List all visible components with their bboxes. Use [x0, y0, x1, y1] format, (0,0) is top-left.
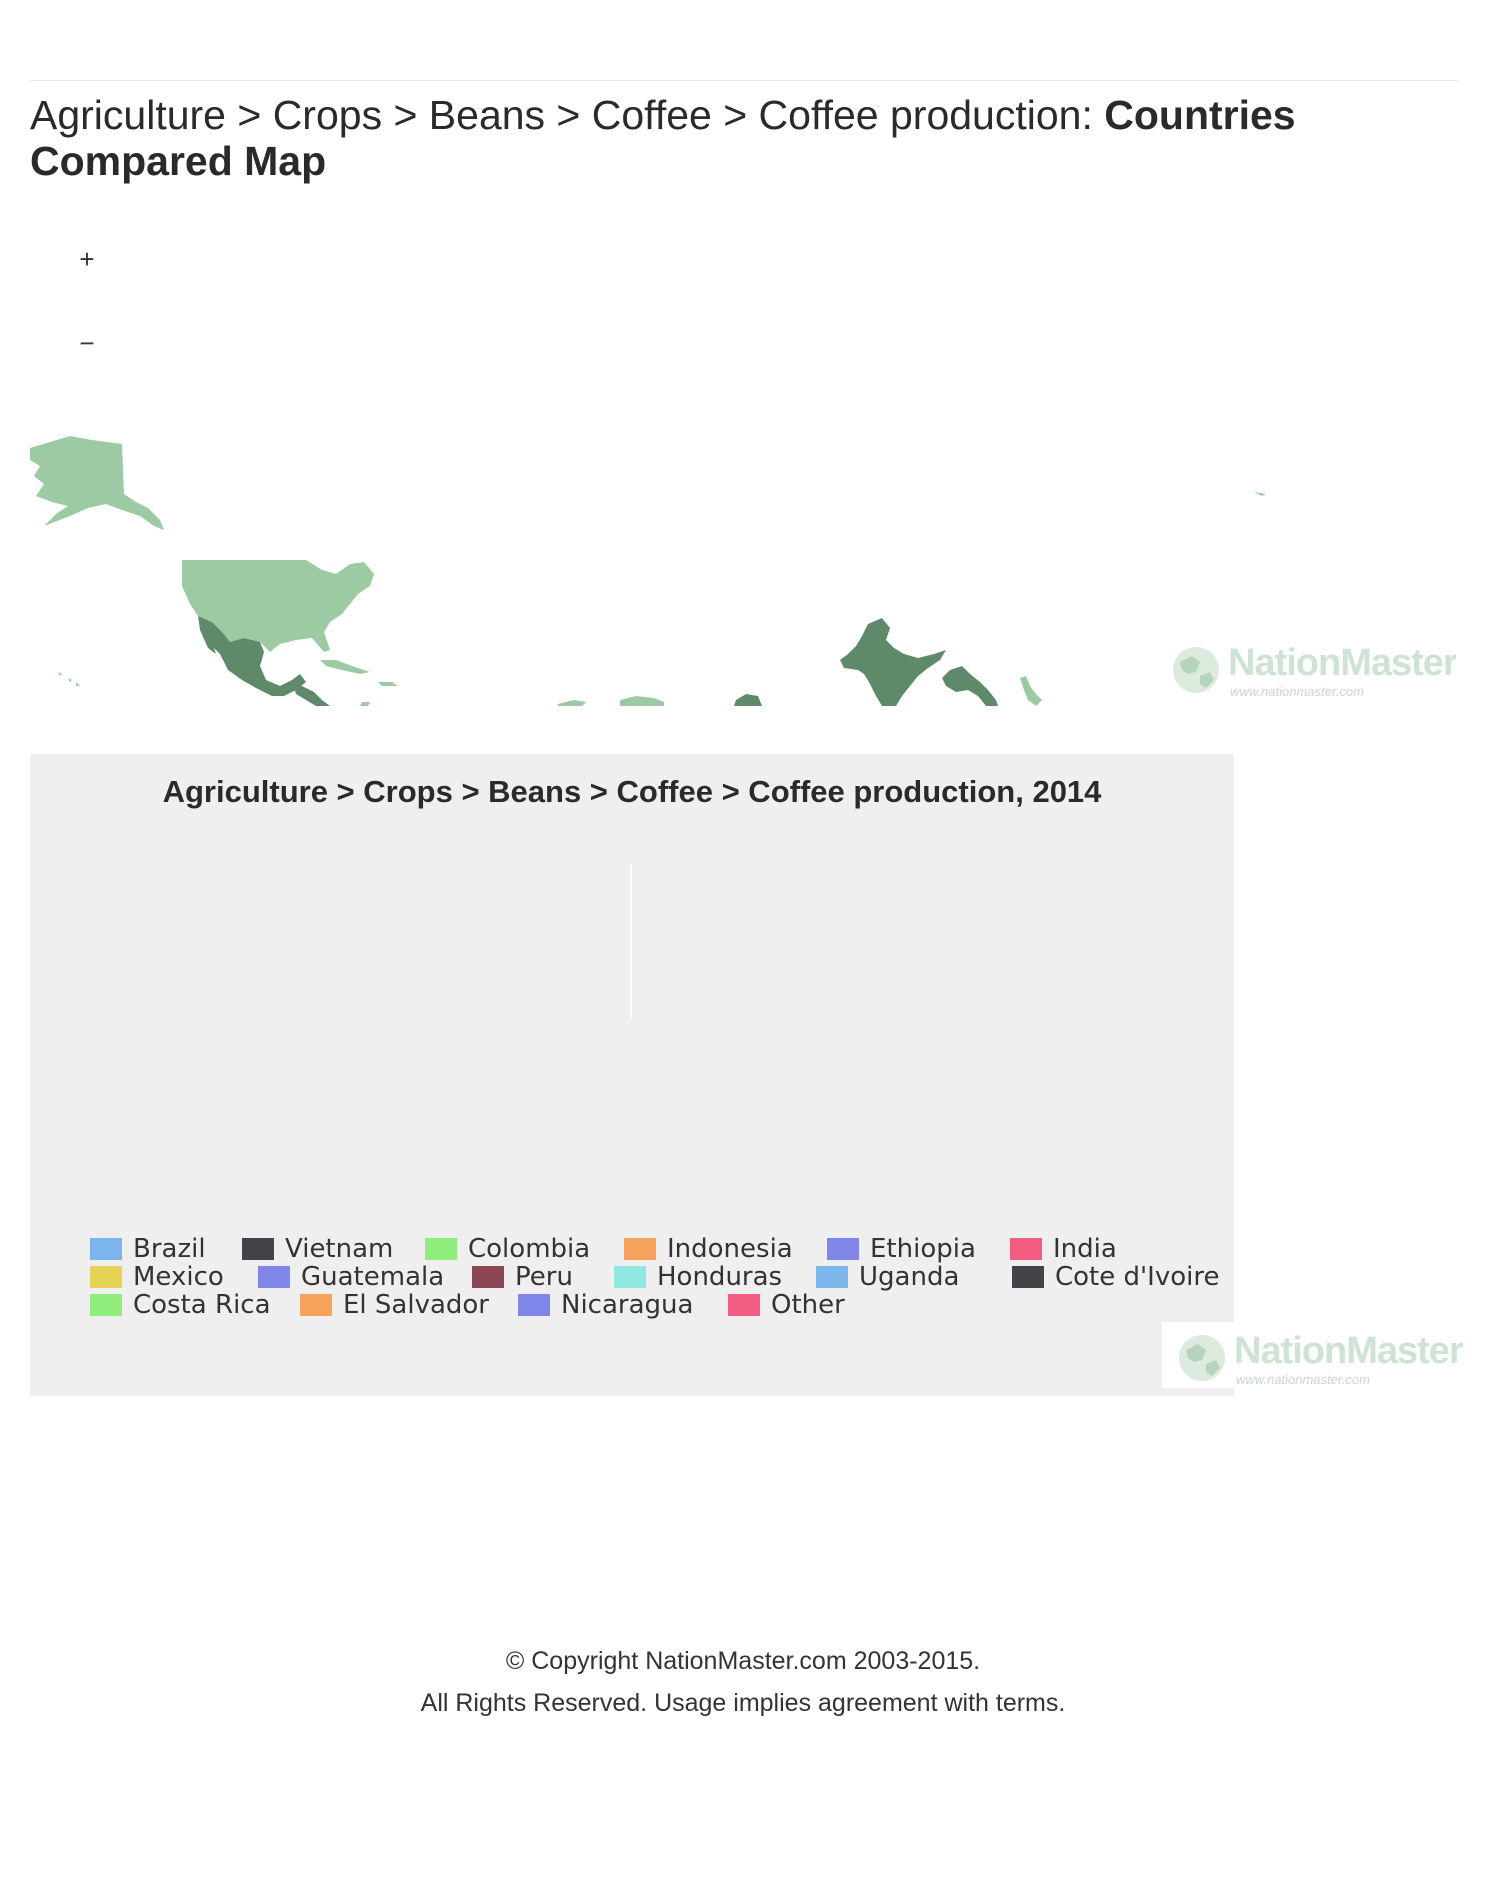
legend-label: Indonesia: [667, 1234, 793, 1264]
globe-icon: [1179, 1335, 1225, 1381]
legend-item[interactable]: Costa Rica: [90, 1290, 271, 1320]
map-region-west-africa[interactable]: [558, 700, 586, 706]
chart-logo-url: www.nationmaster.com: [1236, 1372, 1370, 1387]
chart-logo-name: NationMaster: [1234, 1330, 1464, 1372]
footer-rights: All Rights Reserved. Usage implies agree…: [420, 1689, 1066, 1717]
header-divider: [30, 80, 1458, 81]
legend-swatch: [300, 1294, 332, 1316]
legend-label: India: [1053, 1234, 1117, 1264]
map-region-central-america[interactable]: [292, 682, 330, 706]
map-region-philippines[interactable]: [1020, 676, 1042, 706]
legend-item[interactable]: Guatemala: [258, 1262, 444, 1292]
legend-label: Mexico: [133, 1262, 224, 1292]
legend-swatch: [1010, 1238, 1042, 1260]
legend-item[interactable]: Other: [728, 1290, 845, 1320]
legend-swatch: [816, 1266, 848, 1288]
legend-swatch: [472, 1266, 504, 1288]
legend-swatch: [242, 1238, 274, 1260]
chart-title: Agriculture > Crops > Beans > Coffee > C…: [162, 774, 1102, 809]
legend-label: Colombia: [468, 1234, 591, 1264]
map-region-southeast-asia[interactable]: [942, 666, 998, 706]
legend-label: Cote d'Ivoire: [1055, 1262, 1220, 1292]
legend-item[interactable]: Ethiopia: [827, 1234, 976, 1264]
map-region-alaska[interactable]: [30, 436, 164, 530]
legend-swatch: [1012, 1266, 1044, 1288]
map-region-mexico[interactable]: [198, 616, 306, 696]
legend-label: Nicaragua: [561, 1290, 694, 1320]
map-region-hawaii[interactable]: [58, 672, 80, 686]
map-region-ethiopia[interactable]: [734, 694, 762, 706]
legend-label: Vietnam: [285, 1234, 394, 1264]
legend-swatch: [728, 1294, 760, 1316]
legend-swatch: [90, 1238, 122, 1260]
map-canvas: [30, 436, 1266, 706]
legend-label: Ethiopia: [870, 1234, 976, 1264]
logo-url: www.nationmaster.com: [1230, 684, 1364, 699]
legend-label: Other: [771, 1290, 845, 1320]
zoom-in-button[interactable]: +: [79, 244, 95, 274]
legend-item[interactable]: Vietnam: [242, 1234, 393, 1264]
map-region-usa[interactable]: [182, 560, 374, 652]
map-region-india[interactable]: [840, 618, 946, 706]
legend-item[interactable]: Cote d'Ivoire: [1012, 1262, 1219, 1292]
legend-swatch: [518, 1294, 550, 1316]
legend-item[interactable]: Uganda: [816, 1262, 959, 1292]
legend-item[interactable]: Peru: [472, 1262, 573, 1292]
legend-label: Brazil: [133, 1234, 206, 1264]
legend-swatch: [827, 1238, 859, 1260]
world-map[interactable]: NationMaster www.nationmaster.com: [30, 230, 1456, 706]
legend-item[interactable]: Mexico: [90, 1262, 224, 1292]
chart-nationmaster-logo: NationMaster www.nationmaster.com: [1176, 1330, 1464, 1387]
map-region-east-africa[interactable]: [620, 696, 664, 706]
zoom-out-button[interactable]: −: [79, 328, 95, 358]
map-region-caribbean[interactable]: [320, 660, 398, 706]
legend-label: El Salvador: [343, 1290, 489, 1320]
page-title-breadcrumb: Agriculture > Crops > Beans > Coffee > C…: [30, 92, 1105, 138]
legend-item[interactable]: El Salvador: [300, 1290, 489, 1320]
legend-swatch: [614, 1266, 646, 1288]
legend-swatch: [258, 1266, 290, 1288]
page-footer: © Copyright NationMaster.com 2003-2015. …: [0, 1640, 1486, 1724]
legend-swatch: [425, 1238, 457, 1260]
map-region-japan[interactable]: [1254, 492, 1266, 496]
legend-item[interactable]: India: [1010, 1234, 1117, 1264]
footer-copyright: © Copyright NationMaster.com 2003-2015.: [505, 1647, 981, 1675]
legend-item[interactable]: Honduras: [614, 1262, 782, 1292]
legend-item[interactable]: Colombia: [425, 1234, 590, 1264]
globe-icon: [1173, 647, 1219, 693]
page-title: Agriculture > Crops > Beans > Coffee > C…: [30, 92, 1460, 184]
logo-name: NationMaster: [1228, 642, 1456, 684]
pie-slice-divider: [630, 864, 632, 1018]
chart-logo-box: NationMaster www.nationmaster.com: [1162, 1322, 1464, 1388]
nationmaster-logo: NationMaster www.nationmaster.com: [1170, 642, 1456, 702]
legend-label: Guatemala: [301, 1262, 445, 1292]
legend-swatch: [90, 1266, 122, 1288]
page-title-strong: Countries Compared Map: [30, 92, 1296, 184]
legend-swatch: [624, 1238, 656, 1260]
legend-item[interactable]: Indonesia: [624, 1234, 793, 1264]
legend-label: Costa Rica: [133, 1290, 271, 1320]
legend-item[interactable]: Nicaragua: [518, 1290, 693, 1320]
legend-label: Peru: [515, 1262, 573, 1292]
legend-label: Honduras: [657, 1262, 783, 1292]
pie-chart-panel: Agriculture > Crops > Beans > Coffee > C…: [30, 754, 1234, 1396]
legend-label: Uganda: [859, 1262, 960, 1292]
legend-item[interactable]: Brazil: [90, 1234, 206, 1264]
legend-swatch: [90, 1294, 122, 1316]
